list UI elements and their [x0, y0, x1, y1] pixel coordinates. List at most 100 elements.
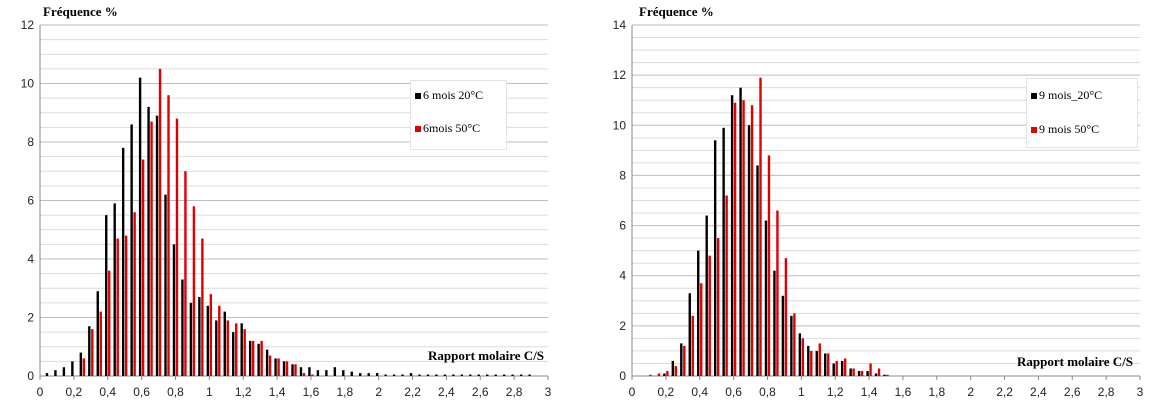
chart-left-bar-series-1 — [105, 215, 108, 376]
chart-left-bar-series-1 — [257, 343, 260, 376]
chart-left-bar-series-1 — [181, 279, 184, 376]
chart-left-x-tick-label: 0 — [37, 385, 44, 399]
chart-right-bar-series-1 — [680, 343, 683, 376]
chart-left-legend-item-2: 6mois 50°C — [415, 121, 480, 136]
chart-left-bar-series-1 — [511, 374, 514, 376]
chart-right-bar-series-1 — [815, 350, 818, 376]
chart-right-legend: 9 mois_20°C 9 mois 50°C — [1026, 78, 1138, 148]
chart-left-bar-series-1 — [299, 367, 303, 376]
chart-left-x-tick-label: 2 — [375, 385, 382, 399]
chart-left-bar-series-1 — [155, 115, 159, 377]
chart-left-bar-series-1 — [189, 302, 193, 376]
chart-left-bar-series-2 — [311, 374, 314, 376]
chart-right-legend-item-2: 9 mois 50°C — [1031, 122, 1099, 137]
chart-right-x-tick-label: 2,8 — [1098, 385, 1115, 399]
chart-left-bar-series-1 — [460, 374, 464, 376]
chart-left-bar-series-1 — [88, 326, 91, 376]
chart-left-bar-series-1 — [409, 373, 413, 376]
chart-right-bar-series-2 — [742, 100, 745, 376]
chart-left-bar-series-2 — [150, 121, 153, 377]
chart-left-bar-series-1 — [62, 367, 66, 376]
chart-right-y-tick-label: 10 — [613, 118, 627, 132]
chart-right-bar-series-2 — [691, 315, 694, 376]
chart-left-bar-series-1 — [342, 370, 345, 376]
chart-left-bar-series-2 — [268, 355, 272, 376]
chart-left-bar-series-1 — [477, 374, 480, 376]
chart-left-x-tick-label: 1,6 — [303, 385, 320, 399]
chart-left-bar-series-2 — [184, 171, 187, 376]
chart-left-bar-series-1 — [502, 374, 506, 376]
chart-right-bar-series-1 — [697, 250, 700, 376]
chart-right-x-tick-label: 0,6 — [725, 385, 742, 399]
chart-left-bar-series-1 — [45, 373, 49, 376]
chart-right-bar-series-2 — [666, 370, 669, 376]
chart-left-legend-item-1: 6 mois 20°C — [415, 88, 483, 103]
chart-right-y-tick-label: 6 — [619, 219, 626, 233]
chart-right-legend-swatch-2 — [1031, 126, 1037, 133]
chart-left-x-tick-label: 2,8 — [506, 385, 523, 399]
chart-left-bar-series-2 — [158, 68, 162, 376]
chart-left-x-tick-label: 2,4 — [438, 385, 455, 399]
chart-right-y-tick-label: 12 — [613, 68, 627, 82]
chart-right-x-tick-label: 1,4 — [861, 385, 878, 399]
chart-right: 0 2 4 6 8 10 12 14 0 0,2 0,4 0,6 0,8 1 1,2 1,4 1,6 1,8 2 2,… — [590, 0, 1155, 405]
chart-right-bar-series-2 — [869, 363, 872, 376]
chart-left-bar-series-2 — [167, 95, 170, 376]
chart-left-bar-series-1 — [206, 305, 210, 376]
chart-right-bar-series-1 — [739, 87, 742, 376]
chart-right-bar-series-1 — [781, 295, 785, 376]
chart-right-bar-series-2 — [886, 374, 889, 376]
chart-right-bar-series-1 — [663, 373, 666, 376]
chart-right-bar-series-2 — [793, 313, 796, 376]
chart-left-x-tick-label: 1 — [206, 385, 213, 399]
chart-left-bar-series-1 — [375, 373, 379, 376]
chart-right-bar-series-2 — [877, 368, 881, 376]
chart-right-bar-series-1 — [798, 333, 802, 376]
chart-left-bar-series-2 — [116, 238, 119, 376]
chart-right-bar-series-2 — [750, 105, 754, 376]
chart-right-bar-series-2 — [733, 102, 737, 376]
chart-right-bar-series-1 — [764, 220, 768, 376]
chart-right-x-tick-label: 3 — [1137, 385, 1144, 399]
chart-right-y-axis-label: Fréquence % — [639, 4, 714, 19]
chart-right-legend-item-1: 9 mois_20°C — [1031, 88, 1102, 103]
chart-right-x-tick-label: 2,2 — [996, 385, 1013, 399]
chart-left-bar-series-1 — [350, 371, 353, 376]
chart-right-bar-series-2 — [725, 195, 728, 376]
chart-right-bar-series-2 — [767, 155, 771, 376]
chart-left-bar-series-2 — [243, 329, 246, 376]
chart-left: 0 2 4 6 8 10 12 0 0,2 0,4 0,6 0,8 1 1,2 1,4 1,6 1,8 2 2,2 2… — [0, 0, 560, 405]
chart-left-bar-series-1 — [291, 364, 294, 376]
chart-left-y-tick-label: 4 — [27, 252, 34, 266]
chart-right-bar-series-1 — [832, 363, 835, 376]
chart-left-bar-series-1 — [54, 370, 57, 376]
chart-left-x-tick-label: 1,8 — [336, 385, 353, 399]
chart-left-bar-series-2 — [133, 212, 136, 376]
chart-left-x-tick-label: 3 — [545, 385, 552, 399]
chart-right-y-tick-label: 2 — [619, 319, 626, 333]
chart-left-bar-series-1 — [71, 361, 74, 376]
chart-left-bar-series-1 — [240, 323, 243, 376]
chart-left-legend-swatch-1 — [415, 92, 421, 99]
chart-left-bar-series-1 — [223, 311, 226, 376]
chart-left-legend: 6 mois 20°C 6mois 50°C — [410, 80, 507, 150]
chart-right-bar-series-1 — [713, 140, 717, 376]
chart-left-bar-series-2 — [141, 159, 145, 376]
chart-right-bar-series-2 — [683, 345, 686, 376]
chart-left-bar-series-2 — [192, 206, 196, 376]
chart-right-plot: 0 2 4 6 8 10 12 14 0 0,2 0,4 0,6 0,8 1 1,2 1,4 1,6 1,8 2 2,… — [613, 18, 1144, 399]
chart-left-bar-series-1 — [79, 352, 83, 376]
chart-left-bar-series-1 — [452, 374, 455, 376]
chart-right-bar-series-1 — [790, 315, 793, 376]
chart-left-bar-series-2 — [218, 305, 221, 376]
chart-right-bar-series-2 — [649, 374, 652, 376]
chart-left-x-tick-label: 2,6 — [472, 385, 489, 399]
chart-left-legend-label-1: 6 mois 20°C — [423, 88, 484, 102]
chart-left-bar-series-1 — [113, 203, 116, 376]
chart-left-bar-series-1 — [486, 374, 489, 376]
chart-right-bar-series-2 — [657, 373, 661, 376]
chart-left-bar-series-2 — [99, 311, 102, 376]
chart-right-bar-series-2 — [776, 210, 779, 376]
chart-right-bar-series-1 — [874, 373, 878, 376]
chart-left-bar-series-1 — [443, 374, 447, 376]
